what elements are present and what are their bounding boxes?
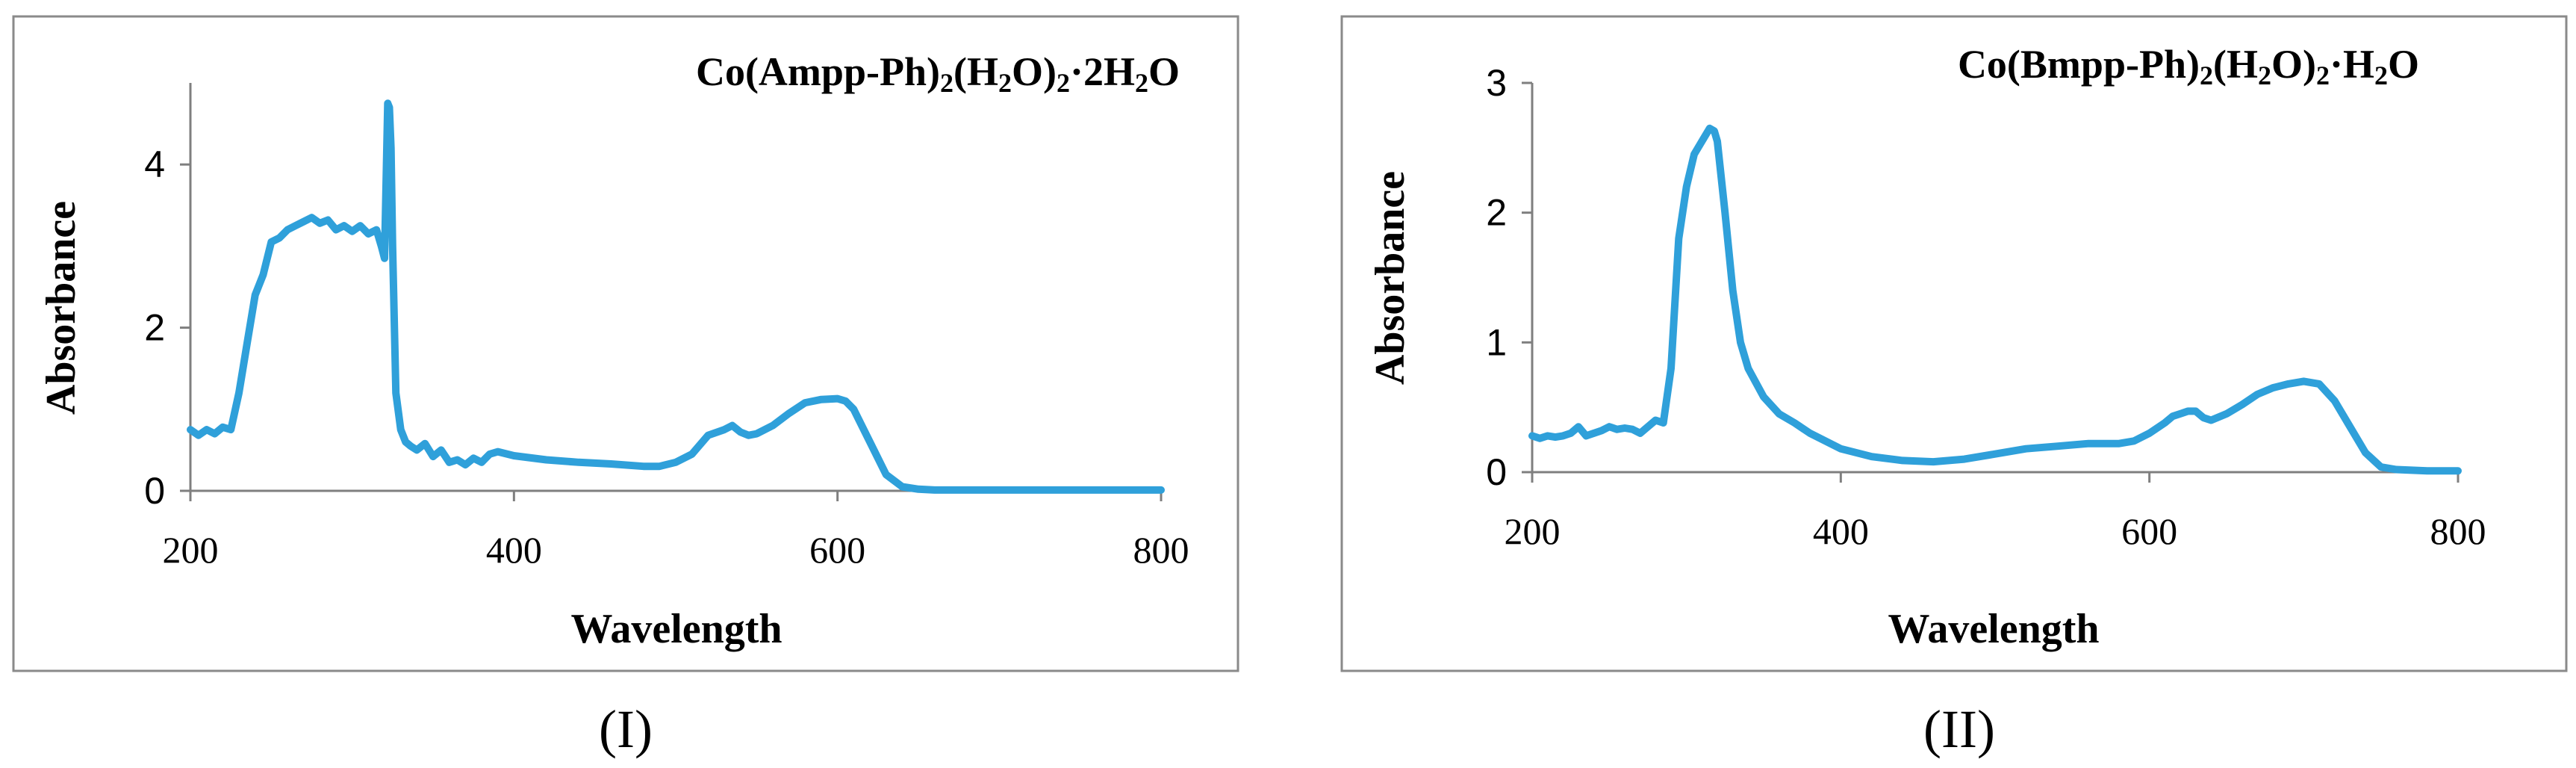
absorbance-line-2 [1528, 124, 2462, 475]
chart-frame-1 [12, 15, 1239, 672]
y-tick-label-2: 0 [1486, 451, 1507, 493]
y-tick-label-1: 0 [144, 470, 165, 512]
panel-label-1: (I) [599, 699, 653, 759]
chart-panel-1: Co(Ampp-Ph)2(H2O)2·2H2O Absorbance Wavel… [12, 15, 1239, 759]
x-axis-title-2: Wavelength [1888, 606, 2099, 652]
x-axis-title-1: Wavelength [570, 606, 782, 652]
x-tick-label-1: 800 [1133, 529, 1189, 571]
x-tick-label-1: 200 [163, 529, 219, 571]
axes-2: 0 1 2 3 200 400 600 800 [1486, 62, 2486, 552]
y-tick-label-2: 1 [1486, 321, 1507, 363]
y-axis-title-2: Absorbance [1367, 171, 1413, 385]
y-tick-label-1: 2 [144, 307, 165, 349]
chart-panel-2: Co(Bmpp-Ph)2(H2O)2·H2O Absorbance Wavele… [1340, 15, 2568, 759]
x-tick-label-1: 400 [486, 529, 542, 571]
chart-title-2: Co(Bmpp-Ph)2(H2O)2·H2O [1958, 42, 2419, 90]
chart-title-1: Co(Ampp-Ph)2(H2O)2·2H2O [696, 49, 1180, 98]
y-tick-label-2: 3 [1486, 62, 1507, 104]
x-tick-label-2: 400 [1813, 510, 1869, 552]
chart-frame-2 [1340, 15, 2568, 672]
x-tick-label-2: 600 [2121, 510, 2177, 552]
y-axis-title-1: Absorbance [38, 201, 84, 415]
panel-label-2: (II) [1923, 699, 1995, 759]
x-tick-label-1: 600 [809, 529, 865, 571]
y-tick-label-1: 4 [144, 143, 165, 185]
x-tick-label-2: 800 [2430, 510, 2486, 552]
axes-1: 0 2 4 200 400 600 800 [144, 83, 1189, 571]
y-tick-label-2: 2 [1486, 192, 1507, 234]
x-tick-label-2: 200 [1505, 510, 1561, 552]
absorbance-line-1 [187, 99, 1165, 494]
